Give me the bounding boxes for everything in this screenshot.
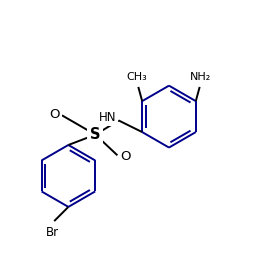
Text: O: O (49, 107, 59, 120)
Text: HN: HN (99, 111, 116, 124)
Text: NH₂: NH₂ (190, 72, 212, 82)
Text: Br: Br (46, 226, 59, 239)
Text: O: O (120, 150, 130, 163)
Text: CH₃: CH₃ (127, 72, 147, 82)
Text: S: S (90, 127, 101, 142)
